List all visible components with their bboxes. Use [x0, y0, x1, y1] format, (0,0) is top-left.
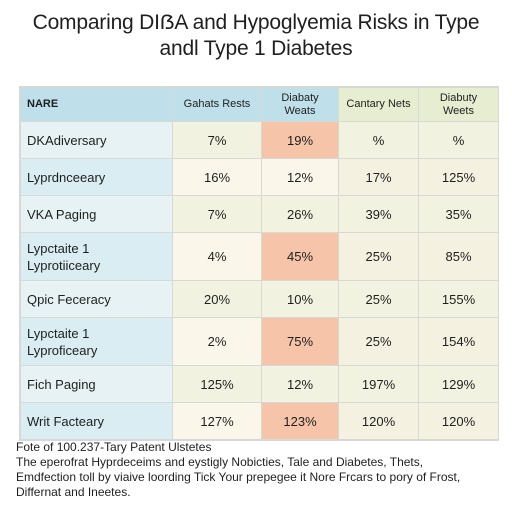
- table-cell: 129%: [418, 365, 499, 403]
- row-label-line: Qpic Feceracy: [27, 291, 111, 307]
- row-label: Fich Paging: [20, 365, 173, 403]
- title-line-2: andl Type 1 Diabetes: [159, 37, 353, 60]
- header-cell-name: NARE: [20, 87, 173, 122]
- table-body: DKAdiversary 7% 19%%% Lyprdnceeary 16% 12% 17%…: [20, 121, 499, 440]
- table-cell: 2%: [172, 317, 262, 366]
- row-label-line: DKAdiversary: [27, 132, 107, 148]
- table-cell: 120%: [418, 402, 499, 440]
- header-cell-1: Gahats Rests: [172, 87, 262, 122]
- table-cell: 35%: [418, 195, 499, 233]
- row-label: Writ Facteary: [20, 402, 173, 440]
- table-cell: 25%: [338, 280, 419, 318]
- table-row: DKAdiversary 7% 19%%%: [20, 121, 499, 159]
- table-cell: 127%: [172, 402, 262, 440]
- header-cell-2: Diabaty Weats: [261, 87, 339, 122]
- table-cell: 75%: [261, 317, 339, 366]
- table-cell: 154%: [418, 317, 499, 366]
- risk-table: NARE Gahats Rests Diabaty Weats Cantary …: [19, 86, 499, 441]
- table-cell: 19%: [261, 121, 339, 159]
- row-label: DKAdiversary: [20, 121, 173, 159]
- footnote: Fote of 100.237-Tary Patent Ulstetes The…: [16, 440, 506, 500]
- row-label-line: VKA Paging: [27, 206, 97, 222]
- table-cell: 7%: [172, 121, 262, 159]
- table-cell: 25%: [338, 317, 419, 366]
- table-cell: 125%: [172, 365, 262, 403]
- table-row: Lypctaite 1 Lyproficeary 2% 75% 25% 154%: [20, 317, 499, 366]
- row-label: Lypctaite 1 Lyproficeary: [20, 317, 173, 366]
- table-cell: 155%: [418, 280, 499, 318]
- footnote-line-1: Fote of 100.237-Tary Patent Ulstetes: [16, 440, 212, 454]
- table-cell: 16%: [172, 158, 262, 196]
- table-header: NARE Gahats Rests Diabaty Weats Cantary …: [20, 87, 499, 122]
- footnote-line-3: Emdfection toll by viaive loording Tick …: [16, 470, 461, 484]
- table-cell: 20%: [172, 280, 262, 318]
- table-cell: 85%: [418, 232, 499, 281]
- row-label: Lypctaite 1 Lyprotiiceary: [20, 232, 173, 281]
- table-row: Qpic Feceracy 20% 10% 25% 155%: [20, 280, 499, 318]
- table-cell: 45%: [261, 232, 339, 281]
- table-cell: 12%: [261, 365, 339, 403]
- table-cell: %: [418, 121, 499, 159]
- row-label-line: Fich Paging: [27, 376, 96, 392]
- table-row: Fich Paging 125% 12% 197% 129%: [20, 365, 499, 403]
- row-label-line: Writ Facteary: [27, 413, 105, 429]
- header-cell-4: Diabuty Weets: [418, 87, 499, 122]
- table-row: Lypctaite 1 Lyprotiiceary 4% 45% 25% 85%: [20, 232, 499, 281]
- table-cell: 10%: [261, 280, 339, 318]
- table-cell: 25%: [338, 232, 419, 281]
- row-label-line: Lyprdnceeary: [27, 169, 106, 185]
- table-cell: 125%: [418, 158, 499, 196]
- row-label-line: Lypctaite 1: [27, 325, 90, 341]
- table-cell: 123%: [261, 402, 339, 440]
- table-row: VKA Paging 7% 26% 39% 35%: [20, 195, 499, 233]
- footnote-line-2: The eperofrat Hyprdeceims and eystigly N…: [16, 455, 424, 469]
- table-cell: 26%: [261, 195, 339, 233]
- risk-table-grid: NARE Gahats Rests Diabaty Weats Cantary …: [20, 87, 499, 440]
- table-cell: 12%: [261, 158, 339, 196]
- table-cell: %: [338, 121, 419, 159]
- header-row: NARE Gahats Rests Diabaty Weats Cantary …: [20, 87, 499, 122]
- table-cell: 4%: [172, 232, 262, 281]
- row-label: VKA Paging: [20, 195, 173, 233]
- title-line-1: Comparing DIẞA and Hypoglyemia Risks in …: [32, 11, 480, 34]
- table-cell: 17%: [338, 158, 419, 196]
- table-cell: 39%: [338, 195, 419, 233]
- row-label-line: Lypctaite 1: [27, 240, 90, 256]
- row-label: Qpic Feceracy: [20, 280, 173, 318]
- table-cell: 197%: [338, 365, 419, 403]
- row-label-line: Lyproficeary: [27, 342, 98, 358]
- table-cell: 120%: [338, 402, 419, 440]
- row-label-line: Lyprotiiceary: [27, 257, 101, 273]
- header-cell-3: Cantary Nets: [338, 87, 419, 122]
- table-cell: 7%: [172, 195, 262, 233]
- row-label: Lyprdnceeary: [20, 158, 173, 196]
- page-title: Comparing DIẞA and Hypoglyemia Risks in …: [0, 10, 512, 62]
- table-row: Writ Facteary 127% 123% 120% 120%: [20, 402, 499, 440]
- footnote-line-4: Differnat and Ineetes.: [16, 485, 131, 499]
- table-row: Lyprdnceeary 16% 12% 17% 125%: [20, 158, 499, 196]
